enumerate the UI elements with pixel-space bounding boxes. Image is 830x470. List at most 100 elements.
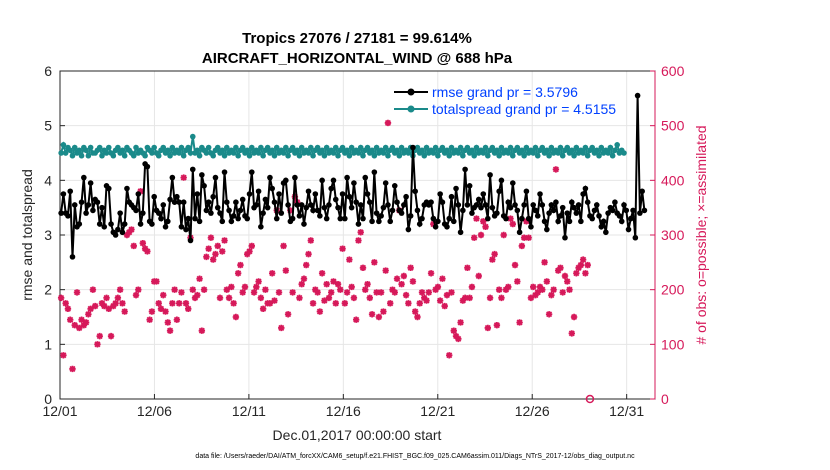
rmse-point xyxy=(246,191,253,197)
obs-point xyxy=(475,272,482,280)
totalspread-point xyxy=(607,144,614,151)
totalspread-point xyxy=(612,147,618,154)
rmse-point xyxy=(178,224,185,230)
obs-point xyxy=(239,289,246,296)
totalspread-point xyxy=(115,144,121,151)
totalspread-point xyxy=(593,147,600,154)
rmse-point xyxy=(450,218,457,225)
obs-point xyxy=(67,316,74,323)
obs-point xyxy=(162,308,169,315)
obs-point xyxy=(516,319,523,326)
rmse-point xyxy=(582,185,589,192)
x-tick-label: 12/26 xyxy=(515,403,550,419)
obs-point xyxy=(414,313,421,321)
obs-point xyxy=(116,286,124,293)
totalspread-point xyxy=(485,152,491,159)
obs-point xyxy=(459,297,467,304)
rmse-point xyxy=(437,191,443,197)
rmse-point xyxy=(516,229,523,236)
totalspread-point xyxy=(149,150,155,156)
obs-point xyxy=(471,234,478,241)
rmse-point xyxy=(267,174,273,181)
totalspread-point xyxy=(178,144,185,151)
rmse-point xyxy=(310,207,316,214)
totalspread-point xyxy=(214,144,221,151)
rmse-point xyxy=(115,226,121,233)
totalspread-point xyxy=(298,144,305,151)
totalspread-point xyxy=(530,150,537,156)
rmse-point xyxy=(557,213,564,219)
rmse-point xyxy=(514,207,521,214)
rmse-point xyxy=(69,254,76,260)
rmse-point xyxy=(71,202,78,208)
totalspread-point xyxy=(371,152,378,159)
rmse-point xyxy=(600,218,607,225)
rmse-point xyxy=(171,199,178,205)
obs-point xyxy=(493,322,501,329)
obs-point xyxy=(194,291,201,299)
obs-point xyxy=(334,281,342,288)
obs-point xyxy=(137,188,144,195)
totalspread-point xyxy=(598,144,605,151)
rmse-point xyxy=(519,215,525,222)
rmse-point xyxy=(169,174,176,181)
rmse-point xyxy=(135,191,142,197)
totalspread-point xyxy=(71,144,78,151)
y-axis-label: rmse and totalspread xyxy=(19,169,35,301)
rmse-point xyxy=(76,221,83,227)
rmse-point xyxy=(271,199,278,205)
totalspread-point xyxy=(323,144,330,151)
obs-point xyxy=(309,300,317,307)
obs-point xyxy=(271,297,278,304)
obs-point xyxy=(377,289,385,296)
rmse-point xyxy=(469,210,475,216)
obs-point xyxy=(121,308,128,315)
totalspread-point xyxy=(548,144,555,151)
totalspread-point xyxy=(582,144,589,151)
obs-point xyxy=(246,248,253,255)
totalspread-point xyxy=(444,147,450,154)
obs-point xyxy=(373,289,380,296)
rmse-point xyxy=(212,174,219,181)
x-tick-label: 12/01 xyxy=(42,403,77,419)
rmse-point xyxy=(58,210,64,216)
obs-point xyxy=(132,291,140,299)
totalspread-point xyxy=(296,152,303,159)
obs-point xyxy=(564,278,571,285)
obs-point xyxy=(450,327,457,334)
obs-series xyxy=(57,119,595,404)
rmse-point xyxy=(534,213,541,219)
obs-point xyxy=(89,286,97,293)
rmse-point xyxy=(203,207,210,214)
obs-point xyxy=(539,286,546,293)
totalspread-point xyxy=(546,152,552,159)
rmse-point xyxy=(165,218,171,225)
rmse-point xyxy=(283,177,289,184)
obs-point xyxy=(303,261,310,269)
rmse-point xyxy=(382,180,389,186)
obs-point xyxy=(269,270,276,277)
obs-point xyxy=(314,289,321,296)
totalspread-point xyxy=(505,150,512,156)
totalspread-point xyxy=(167,152,173,159)
totalspread-point xyxy=(344,147,350,154)
obs-point xyxy=(382,267,389,274)
rmse-point xyxy=(464,202,471,208)
y-axis-left: 0 1 2 3 4 5 6 xyxy=(44,63,65,407)
totalspread-point xyxy=(557,144,564,151)
rmse-point xyxy=(330,177,337,184)
totalspread-point xyxy=(521,152,527,159)
rmse-point xyxy=(205,199,212,205)
x-tick-label: 12/06 xyxy=(137,403,172,419)
totalspread-point xyxy=(280,150,287,156)
obs-point xyxy=(189,286,196,293)
rmse-point xyxy=(405,226,412,233)
rmse-point xyxy=(482,202,489,208)
obs-point xyxy=(380,308,387,315)
obs-point xyxy=(525,234,532,241)
rmse-point xyxy=(473,202,480,208)
rmse-point xyxy=(591,207,598,214)
obs-point xyxy=(207,234,215,241)
totalspread-point xyxy=(507,144,514,151)
x-axis: 12/01 12/06 12/11 12/16 12/21 12/26 12/31 xyxy=(42,394,644,419)
